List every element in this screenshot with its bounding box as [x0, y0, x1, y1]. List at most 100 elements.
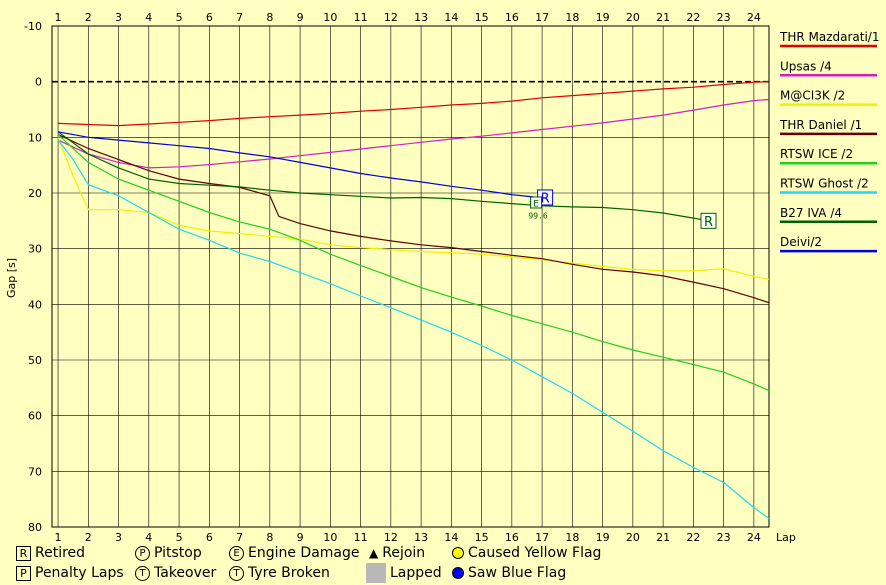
legend-label-7: Deivi/2: [780, 235, 822, 249]
legend-label-6: B27 IVA /4: [780, 206, 842, 220]
marker-symbol-2: E: [533, 199, 539, 209]
series-line-4: [57, 134, 770, 392]
x-tick-label: 7: [236, 531, 243, 544]
x-tick-label-top: 22: [686, 11, 700, 24]
takeover-icon: T: [135, 565, 150, 581]
y-tick-label: 70: [28, 465, 42, 478]
x-tick-label: 14: [444, 531, 458, 544]
x-tick-label: 21: [656, 531, 670, 544]
y-axis-title: Gap [s]: [5, 258, 18, 298]
x-tick-label: 11: [354, 531, 368, 544]
key-blue-label: Saw Blue Flag: [468, 565, 567, 581]
y-tick-label: 80: [28, 521, 42, 534]
series-line-0: [58, 81, 770, 127]
y-tick-label: 40: [28, 298, 42, 311]
x-axis-title: Lap: [776, 531, 796, 544]
y-tick-label: 0: [35, 76, 42, 89]
key-pitstop-label: Pitstop: [154, 545, 202, 561]
yellow-flag-icon: [452, 547, 464, 559]
key-retired: R Retired: [16, 545, 85, 561]
chart-grid: [51, 25, 770, 528]
series-layer: [57, 81, 770, 520]
lapped-icon: [366, 563, 386, 583]
y-tick-label: 10: [28, 131, 42, 144]
x-tick-label-top: 6: [206, 11, 213, 24]
x-tick-label: 2: [85, 531, 92, 544]
x-tick-label-top: 2: [85, 11, 92, 24]
x-tick-label-top: 13: [414, 11, 428, 24]
x-tick-label: 10: [323, 531, 337, 544]
key-takeover-label: Takeover: [154, 565, 217, 581]
x-tick-label: 15: [475, 531, 489, 544]
marker-label-2: 99.6: [528, 211, 547, 220]
series-line-3: [57, 134, 770, 304]
x-tick-label: 24: [747, 531, 761, 544]
x-tick-label-top: 3: [115, 11, 122, 24]
x-tick-label-top: 1: [55, 11, 62, 24]
key-lapped: Lapped: [366, 563, 442, 583]
x-tick-label-top: 11: [354, 11, 368, 24]
key-takeover: T Takeover: [135, 565, 216, 581]
key-penalty-label: Penalty Laps: [35, 565, 124, 581]
key-yellow: Caused Yellow Flag: [452, 545, 601, 561]
x-tick-label: 6: [206, 531, 213, 544]
series-line-6: [57, 131, 703, 221]
marker-box-1: [700, 212, 717, 229]
x-tick-label: 13: [414, 531, 428, 544]
x-tick-label-top: 7: [236, 11, 243, 24]
series-line-1: [57, 98, 770, 169]
x-tick-label: 20: [626, 531, 640, 544]
key-yellow-label: Caused Yellow Flag: [468, 545, 602, 561]
retired-icon: R: [16, 545, 31, 561]
key-engine: E Engine Damage: [229, 545, 360, 561]
x-tick-label-top: 16: [505, 11, 519, 24]
rejoin-icon: ▲: [369, 546, 379, 560]
key-retired-label: Retired: [35, 545, 86, 561]
x-tick-label: 4: [145, 531, 152, 544]
tyre-broken-icon: T: [229, 565, 244, 581]
y-tick-label: 30: [28, 243, 42, 256]
legend-label-2: M@CI3K /2: [780, 89, 845, 103]
key-penalty: P Penalty Laps: [16, 565, 124, 581]
x-tick-label-top: 15: [475, 11, 489, 24]
x-tick-label: 22: [686, 531, 700, 544]
key-pitstop: P Pitstop: [135, 545, 202, 561]
legend-label-3: THR Daniel /1: [779, 118, 862, 132]
series-line-7: [57, 131, 534, 198]
legend-label-1: Upsas /4: [780, 59, 832, 73]
x-tick-label-top: 24: [747, 11, 761, 24]
marker-symbol-0: R: [541, 192, 550, 207]
key-blue: Saw Blue Flag: [452, 565, 566, 581]
y-tick-label: 60: [28, 410, 42, 423]
x-tick-label-top: 19: [596, 11, 610, 24]
legend-label-5: RTSW Ghost /2: [780, 177, 869, 191]
key-engine-label: Engine Damage: [248, 545, 360, 561]
engine-damage-icon: E: [229, 545, 244, 561]
x-tick-label-top: 8: [266, 11, 273, 24]
y-tick-label: -10: [24, 20, 42, 33]
x-tick-label-top: 10: [323, 11, 337, 24]
x-tick-label: 5: [176, 531, 183, 544]
x-tick-label: 3: [115, 531, 122, 544]
plot-area: [51, 25, 770, 528]
key-rejoin-label: Rejoin: [382, 545, 426, 561]
x-tick-label-top: 17: [535, 11, 549, 24]
y-tick-label: 20: [28, 187, 42, 200]
marker-box-2: [530, 196, 543, 209]
x-tick-label-top: 21: [656, 11, 670, 24]
x-tick-label-top: 20: [626, 11, 640, 24]
penalty-icon: P: [16, 565, 31, 581]
legend: THR Mazdarati/1 Upsas /4 M@CI3K /2 THR Dani…: [779, 30, 880, 253]
axis-layer: 1122334455667788991010111112121313141415…: [24, 11, 761, 544]
x-tick-label-top: 14: [444, 11, 458, 24]
pitstop-icon: P: [135, 545, 150, 561]
y-tick-label: 50: [28, 354, 42, 367]
x-tick-label: 8: [266, 531, 273, 544]
x-tick-label-top: 4: [145, 11, 152, 24]
x-tick-label: 16: [505, 531, 519, 544]
x-tick-label-top: 12: [384, 11, 398, 24]
x-tick-label: 19: [596, 531, 610, 544]
series-line-5: [57, 139, 770, 520]
